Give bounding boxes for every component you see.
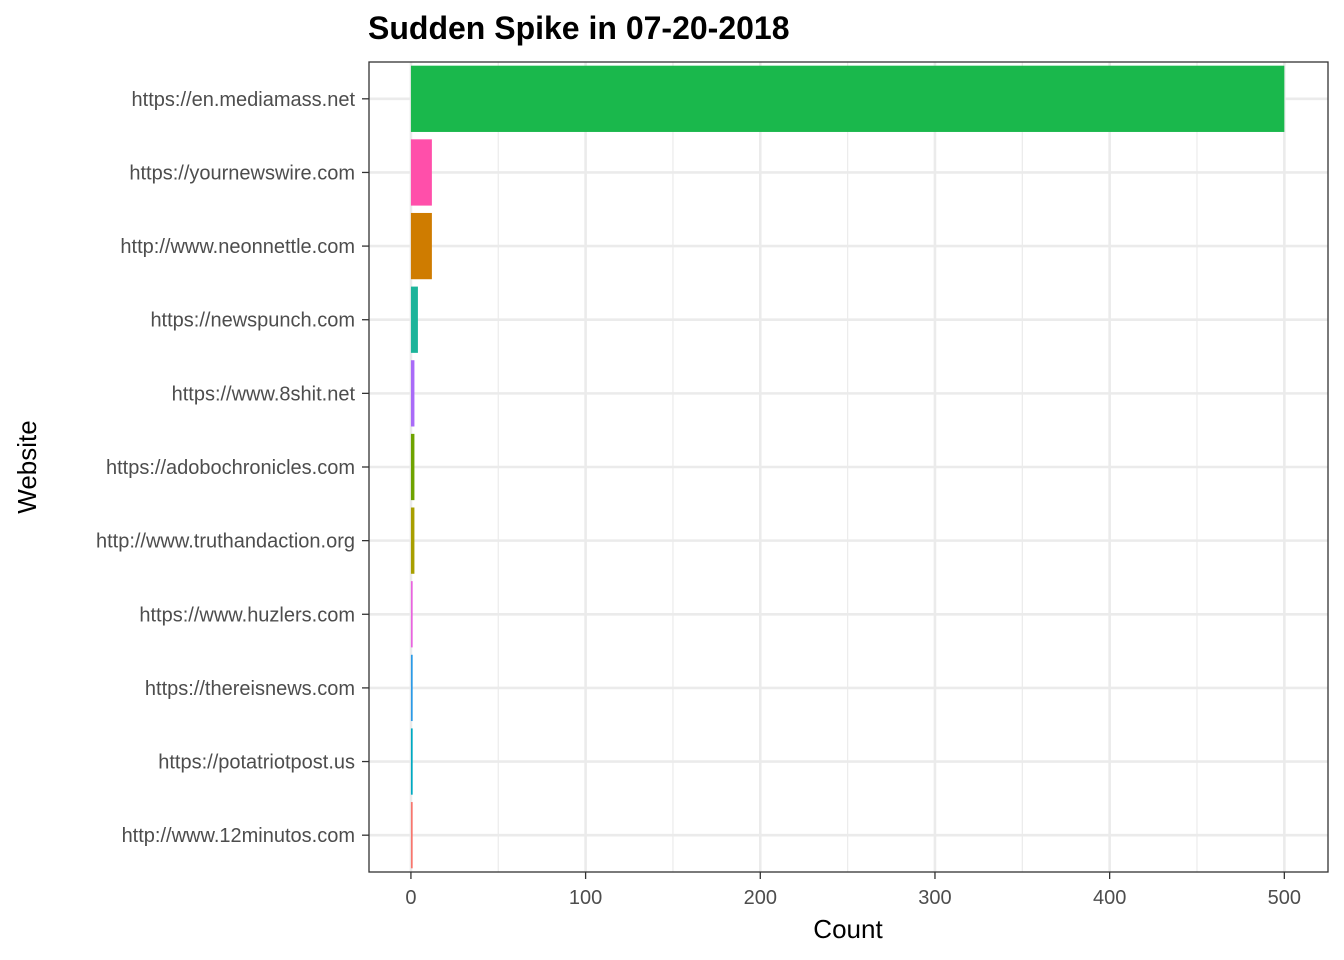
y-tick-label: http://www.neonnettle.com	[120, 236, 355, 258]
x-axis: 0 100 200 300 400 500	[405, 872, 1301, 909]
y-tick-label: http://www.truthandaction.org	[96, 531, 355, 553]
chart-title: Sudden Spike in 07-20-2018	[368, 10, 790, 46]
bar	[410, 212, 432, 280]
bar	[410, 654, 413, 722]
x-tick-label: 0	[405, 887, 416, 909]
bar	[410, 139, 432, 206]
bar	[410, 65, 1285, 132]
bars	[410, 65, 1285, 869]
y-tick-label: https://thereisnews.com	[145, 678, 355, 700]
y-tick-label: https://potatriotpost.us	[158, 752, 355, 774]
y-axis: https://en.mediamass.net https://yournews…	[96, 89, 369, 847]
x-tick-label: 300	[918, 887, 951, 909]
bar	[410, 802, 413, 869]
bar	[410, 433, 415, 501]
x-tick-label: 200	[744, 887, 777, 909]
y-tick-label: https://www.8shit.net	[172, 383, 356, 405]
x-tick-label: 500	[1268, 887, 1301, 909]
bar	[410, 286, 418, 353]
y-tick-label: https://yournewswire.com	[129, 162, 355, 184]
bar	[410, 581, 413, 648]
x-tick-label: 100	[569, 887, 602, 909]
y-tick-label: http://www.12minutos.com	[122, 825, 355, 847]
grid	[369, 62, 1328, 872]
y-tick-label: https://en.mediamass.net	[132, 89, 356, 111]
y-tick-label: https://www.huzlers.com	[139, 604, 355, 626]
x-axis-title: Count	[813, 914, 883, 944]
y-axis-title: Website	[12, 420, 42, 513]
bar	[410, 507, 415, 574]
bar	[410, 728, 413, 795]
x-tick-label: 400	[1093, 887, 1126, 909]
y-tick-label: https://adobochronicles.com	[106, 457, 355, 479]
bar	[410, 360, 415, 427]
y-tick-label: https://newspunch.com	[150, 310, 355, 332]
